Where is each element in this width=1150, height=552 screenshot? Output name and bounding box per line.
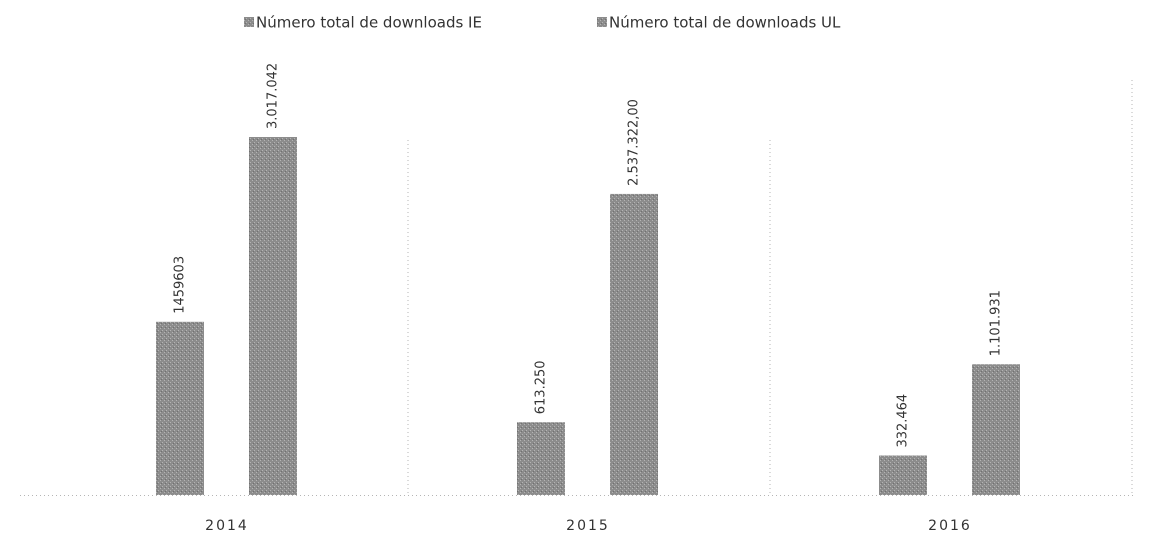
legend-swatch-grain bbox=[244, 17, 254, 27]
value-label: 332.464 bbox=[896, 394, 911, 448]
bar-grain bbox=[610, 193, 658, 495]
bar-grain bbox=[517, 422, 565, 495]
legend-swatch-grain bbox=[597, 17, 607, 27]
x-tick-label: 2016 bbox=[928, 518, 972, 534]
value-label: 613.250 bbox=[534, 360, 549, 414]
legend-label: Número total de downloads UL bbox=[609, 14, 841, 32]
bar-grain bbox=[156, 321, 204, 495]
value-label: 3.017.042 bbox=[266, 63, 281, 129]
value-label: 1.101.931 bbox=[989, 290, 1004, 356]
bar-grain bbox=[879, 455, 927, 495]
bar-grain bbox=[249, 137, 297, 495]
value-label: 2.537.322,00 bbox=[627, 99, 642, 186]
value-label: 1459603 bbox=[173, 256, 188, 314]
bar-grain bbox=[972, 364, 1020, 495]
x-tick-label: 2015 bbox=[566, 518, 610, 534]
x-tick-label: 2014 bbox=[205, 518, 249, 534]
legend-label: Número total de downloads IE bbox=[256, 14, 482, 32]
